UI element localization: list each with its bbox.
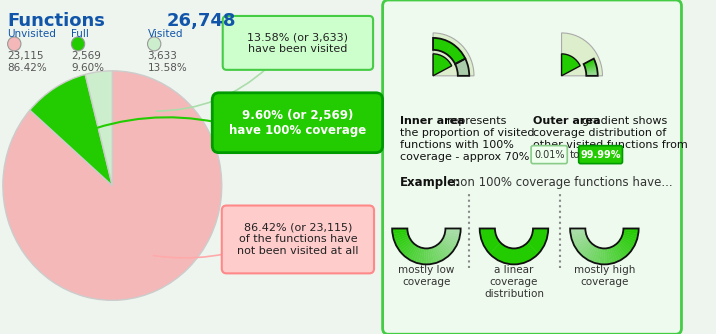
Wedge shape — [433, 38, 452, 54]
Text: 26,748: 26,748 — [167, 12, 236, 30]
Text: the proportion of visited: the proportion of visited — [400, 128, 534, 138]
Wedge shape — [586, 67, 597, 70]
Wedge shape — [561, 33, 602, 76]
Wedge shape — [618, 241, 630, 254]
Text: Full: Full — [72, 29, 90, 39]
Wedge shape — [585, 65, 596, 68]
Wedge shape — [431, 247, 437, 264]
Wedge shape — [584, 61, 595, 66]
Wedge shape — [586, 70, 597, 72]
Wedge shape — [421, 248, 425, 264]
Wedge shape — [433, 54, 452, 76]
Text: coverage distribution of: coverage distribution of — [533, 128, 667, 138]
Wedge shape — [445, 233, 460, 239]
Wedge shape — [585, 65, 596, 69]
Wedge shape — [445, 228, 460, 231]
Wedge shape — [443, 236, 458, 245]
Wedge shape — [606, 248, 610, 264]
Wedge shape — [570, 228, 586, 231]
Text: Visited: Visited — [147, 29, 183, 39]
Wedge shape — [424, 248, 427, 265]
Text: 13.58% (or 3,633)
have been visited: 13.58% (or 3,633) have been visited — [248, 32, 349, 54]
Wedge shape — [621, 237, 635, 247]
Wedge shape — [444, 235, 459, 242]
Text: to: to — [570, 150, 580, 160]
Wedge shape — [436, 244, 447, 259]
Text: 23,115: 23,115 — [8, 51, 44, 61]
Wedge shape — [586, 69, 597, 72]
Wedge shape — [586, 73, 598, 74]
Wedge shape — [586, 69, 597, 71]
Text: 3,633: 3,633 — [147, 51, 178, 61]
Wedge shape — [435, 245, 445, 261]
Wedge shape — [580, 242, 592, 256]
Text: represents: represents — [448, 116, 507, 126]
Wedge shape — [623, 230, 639, 234]
Wedge shape — [584, 244, 594, 259]
Wedge shape — [620, 239, 634, 249]
Wedge shape — [594, 247, 600, 264]
Text: 86.42%: 86.42% — [8, 63, 47, 73]
Wedge shape — [586, 74, 598, 75]
Text: Unvisited: Unvisited — [8, 29, 57, 39]
Wedge shape — [609, 247, 615, 264]
Wedge shape — [584, 60, 595, 65]
Text: Functions: Functions — [8, 12, 105, 30]
Wedge shape — [442, 239, 455, 249]
Wedge shape — [392, 231, 408, 237]
Wedge shape — [428, 248, 432, 264]
Wedge shape — [576, 240, 590, 252]
Wedge shape — [433, 33, 474, 76]
Wedge shape — [596, 248, 601, 264]
Wedge shape — [591, 247, 599, 263]
Wedge shape — [413, 247, 420, 263]
Wedge shape — [434, 246, 442, 262]
Wedge shape — [392, 228, 407, 231]
Wedge shape — [573, 236, 587, 245]
Wedge shape — [622, 233, 638, 239]
Wedge shape — [394, 235, 409, 242]
Wedge shape — [409, 245, 417, 261]
Wedge shape — [418, 248, 423, 264]
Wedge shape — [586, 70, 597, 72]
Wedge shape — [416, 247, 422, 264]
Wedge shape — [589, 246, 597, 262]
Text: Example:: Example: — [400, 176, 461, 189]
Wedge shape — [623, 231, 638, 237]
Wedge shape — [584, 60, 594, 65]
Wedge shape — [445, 231, 460, 237]
Wedge shape — [490, 242, 514, 265]
Wedge shape — [613, 245, 622, 261]
Wedge shape — [601, 248, 604, 265]
Wedge shape — [579, 241, 591, 254]
Text: Inner area: Inner area — [400, 116, 465, 126]
Wedge shape — [610, 247, 617, 263]
Wedge shape — [604, 248, 607, 265]
Wedge shape — [584, 61, 595, 66]
Wedge shape — [585, 62, 596, 67]
Wedge shape — [586, 72, 598, 74]
Text: mostly high
coverage: mostly high coverage — [574, 266, 635, 287]
Wedge shape — [571, 231, 586, 237]
Wedge shape — [400, 241, 413, 254]
Wedge shape — [432, 247, 440, 263]
Wedge shape — [442, 237, 457, 247]
FancyBboxPatch shape — [531, 146, 567, 164]
Wedge shape — [430, 248, 435, 264]
Circle shape — [147, 37, 161, 51]
Wedge shape — [585, 63, 596, 68]
Wedge shape — [397, 239, 411, 249]
Wedge shape — [622, 235, 637, 242]
FancyBboxPatch shape — [222, 205, 374, 273]
Wedge shape — [586, 67, 597, 70]
Text: 86.42% (or 23,115)
of the functions have
not been visited at all: 86.42% (or 23,115) of the functions have… — [237, 223, 359, 256]
Text: a linear
coverage
distribution: a linear coverage distribution — [484, 266, 544, 299]
Wedge shape — [445, 230, 460, 234]
Wedge shape — [616, 243, 626, 258]
Wedge shape — [574, 237, 588, 247]
Wedge shape — [586, 73, 598, 74]
Text: 13.58%: 13.58% — [147, 63, 188, 73]
Wedge shape — [586, 66, 596, 69]
Wedge shape — [480, 228, 500, 254]
Wedge shape — [585, 64, 596, 68]
